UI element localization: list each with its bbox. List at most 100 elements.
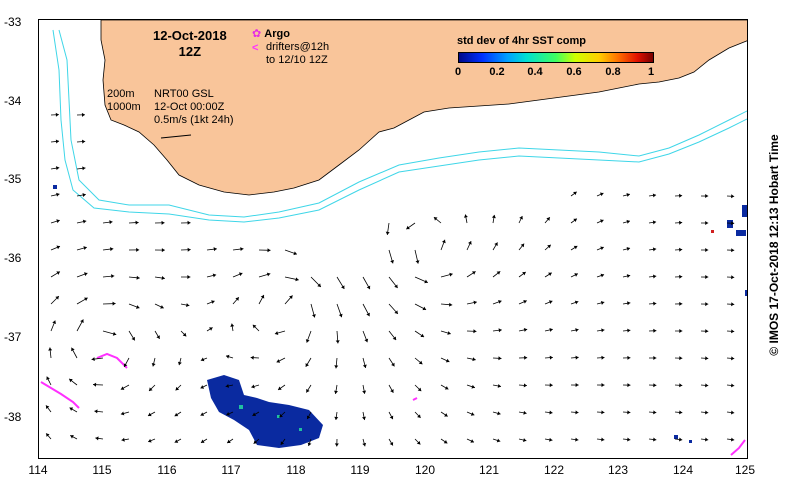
current-vector-head xyxy=(362,416,366,420)
current-vector-head xyxy=(524,355,528,360)
current-vector-head xyxy=(91,357,95,362)
current-vector-head xyxy=(463,214,468,218)
current-vector-head xyxy=(238,272,243,277)
current-vector-head xyxy=(705,247,709,252)
current-vector-head xyxy=(730,437,735,442)
current-vector-head xyxy=(705,302,709,307)
current-vector-head xyxy=(444,386,449,390)
current-vector-head xyxy=(306,415,311,420)
current-vector-head xyxy=(731,356,735,361)
current-vector-head xyxy=(522,271,526,276)
title-hour: 12Z xyxy=(178,44,202,59)
current-vector-head xyxy=(112,331,117,336)
current-vector-head xyxy=(200,412,205,416)
current-vector-head xyxy=(305,363,310,367)
current-vector-head xyxy=(497,411,501,416)
current-vector-head xyxy=(600,219,604,224)
current-vector-head xyxy=(156,335,160,339)
colorbar-tick: 0.2 xyxy=(489,66,505,78)
isobath-1000m xyxy=(52,29,747,223)
current-vector-head xyxy=(200,439,205,443)
current-vector-head xyxy=(601,383,605,388)
current-vector-head xyxy=(93,382,97,387)
current-vector-head xyxy=(120,386,125,390)
y-tick-label: -36 xyxy=(4,251,22,265)
current-vector-head xyxy=(519,215,523,220)
current-vector-head xyxy=(731,302,735,307)
colorbar-tick: 0 xyxy=(454,66,462,78)
y-tick-label: -38 xyxy=(4,410,22,424)
x-tick-label: 117 xyxy=(221,463,241,477)
current-vector-head xyxy=(416,440,421,445)
current-vector-head xyxy=(470,439,474,443)
current-vector-head xyxy=(498,328,502,333)
current-vector-head xyxy=(491,214,496,219)
colorbar-tick: 0.4 xyxy=(527,66,543,78)
current-vector-head xyxy=(731,194,735,199)
current-vector-head xyxy=(600,246,604,251)
current-vector-head xyxy=(473,300,477,305)
current-vector-head xyxy=(390,259,395,264)
current-vector-head xyxy=(46,376,50,381)
map-frame[interactable] xyxy=(38,19,748,459)
current-vector-head xyxy=(494,242,498,247)
current-vector-head xyxy=(267,248,271,253)
map-canvas[interactable] xyxy=(39,20,748,459)
x-tick-label: 123 xyxy=(607,463,629,477)
current-vector-head xyxy=(187,220,191,225)
current-vector-head xyxy=(131,336,135,341)
current-vector-head xyxy=(424,279,428,284)
current-vector-head xyxy=(82,219,87,224)
current-vector-head xyxy=(679,437,683,442)
current-vector-head xyxy=(83,246,87,251)
current-vector-head xyxy=(177,361,182,366)
current-vector-head xyxy=(151,363,156,367)
current-vector-head xyxy=(496,438,501,443)
current-vector-head xyxy=(82,139,86,144)
current-vector-head xyxy=(174,412,179,417)
current-vector-head xyxy=(52,320,56,325)
x-tick-label: 125 xyxy=(734,463,756,477)
current-vector-head xyxy=(705,194,709,199)
credit-label: © IMOS 17-Oct-2018 12:13 Hobart Time xyxy=(767,134,781,356)
colorbar-tick: 0.8 xyxy=(605,66,621,78)
current-vector-head xyxy=(472,271,476,275)
current-vector-head xyxy=(627,328,631,333)
sst-highlights xyxy=(239,405,302,431)
current-vector-field xyxy=(45,112,735,447)
current-vector-head xyxy=(652,220,657,225)
current-vector-head xyxy=(136,275,140,280)
current-vector-head xyxy=(601,410,605,415)
current-vector-head xyxy=(306,388,310,393)
current-vector-head xyxy=(705,220,709,225)
current-vector-head xyxy=(82,193,86,197)
current-vector-head xyxy=(69,378,73,383)
current-vector-head xyxy=(471,384,475,389)
current-vector-head xyxy=(279,413,283,418)
current-vector-head xyxy=(55,166,60,171)
current-vector-head xyxy=(653,356,657,361)
current-vector-head xyxy=(334,390,338,394)
x-tick-label: 115 xyxy=(92,463,112,477)
current-vector-head xyxy=(112,301,116,306)
current-vector-head xyxy=(209,327,213,331)
current-vector-head xyxy=(497,383,502,388)
current-vector-head xyxy=(549,355,553,360)
current-vector-head xyxy=(433,217,438,221)
current-vector-head xyxy=(148,412,152,417)
current-vector-head xyxy=(449,272,453,277)
current-vector-head xyxy=(389,415,394,420)
current-vector-head xyxy=(69,407,74,411)
current-vector-head xyxy=(601,328,605,333)
current-vector-head xyxy=(498,299,502,304)
y-tick-label: -34 xyxy=(4,94,22,108)
current-vector-head xyxy=(679,383,683,388)
current-vector-head xyxy=(601,355,605,360)
sst-hot-pixel xyxy=(711,230,714,233)
drifter-label: drifters@12h xyxy=(266,41,330,53)
current-vector-head xyxy=(84,297,88,302)
current-vector-head xyxy=(226,412,230,416)
current-vector-head xyxy=(575,410,579,415)
current-vector-head xyxy=(317,283,321,287)
current-vector-head xyxy=(704,437,709,442)
